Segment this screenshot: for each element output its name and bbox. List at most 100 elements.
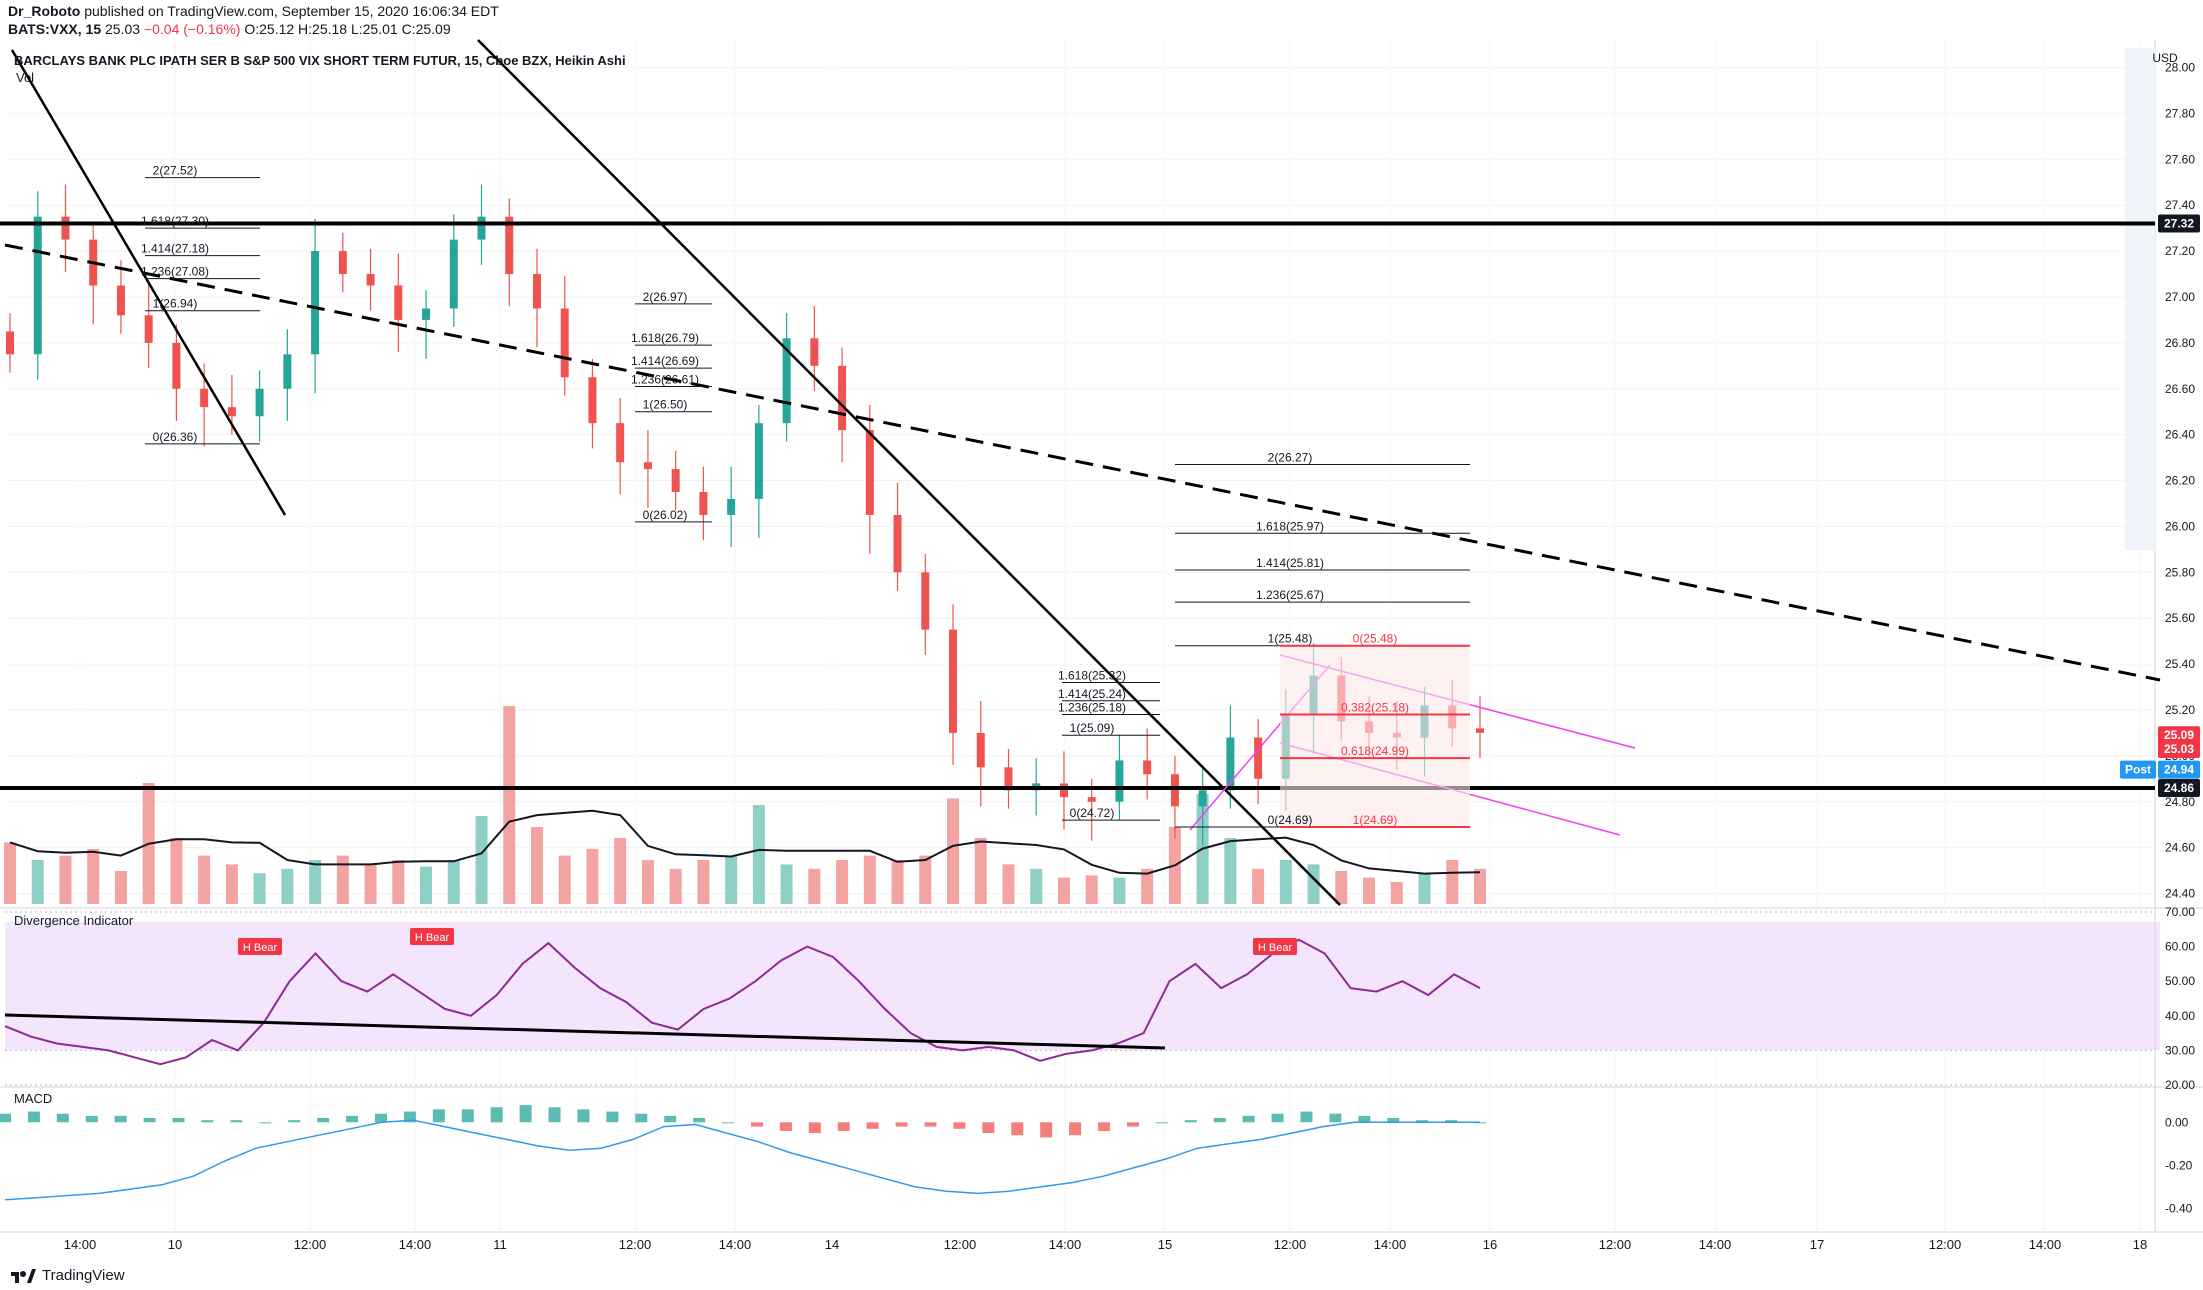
macd-histogram-bar	[230, 1120, 243, 1123]
drawings: 2(27.52) 1.618(27.30) 1.414(27.18) 1.236(27…	[0, 39, 2161, 1050]
macd-histogram-bar	[461, 1109, 474, 1123]
fib-level-label: 0(26.36)	[153, 430, 198, 444]
x-tick-label: 11	[493, 1237, 507, 1252]
macd-histogram-bar	[1300, 1111, 1313, 1123]
candle-body	[588, 377, 597, 424]
signal-badge-label: H Bear	[1258, 942, 1293, 954]
y-tick-label: 27.20	[2165, 244, 2195, 258]
grid	[5, 40, 2155, 1232]
macd-histogram-bar	[317, 1118, 330, 1123]
candle-body	[505, 216, 514, 275]
macd-histogram-bar	[779, 1122, 792, 1131]
y-tick-label: 26.40	[2165, 428, 2195, 442]
fib-level-label: 0(24.72)	[1070, 806, 1115, 820]
signal-badge	[238, 938, 282, 955]
candle-body	[1254, 737, 1263, 779]
divergence-band-background	[5, 922, 2160, 1050]
macd-histogram-bar	[1213, 1118, 1226, 1123]
candle-body	[1087, 797, 1096, 802]
candle-body	[283, 354, 292, 389]
x-tick-label: 10	[168, 1237, 182, 1252]
fib-level-label: 1(25.09)	[1070, 721, 1115, 735]
macd-histogram-bar	[1445, 1120, 1458, 1123]
osc-tick-label: 40.00	[2165, 1009, 2195, 1023]
volume-bar	[1474, 868, 1486, 904]
x-tick-label: 14:00	[64, 1237, 97, 1252]
macd-histogram-bar	[1387, 1118, 1400, 1123]
y-tick-label: 26.00	[2165, 519, 2195, 533]
fib-level-label: 1.414(27.18)	[141, 242, 209, 256]
candle-body	[227, 407, 236, 417]
macd-histogram-bar	[1155, 1122, 1168, 1124]
volume-bar	[87, 849, 100, 904]
candle-body	[1198, 790, 1207, 807]
fib-level-label: 1.236(27.08)	[141, 265, 209, 279]
trend-line	[10, 49, 287, 516]
macd-histogram-bar	[1358, 1115, 1371, 1123]
macd-histogram-bar	[808, 1122, 821, 1134]
x-tick-label: 15	[1158, 1237, 1172, 1252]
volume-bar	[364, 864, 377, 904]
macd-histogram-bar	[201, 1120, 214, 1123]
signal-badge-label: H Bear	[415, 932, 450, 944]
candle-body	[810, 338, 819, 366]
price-tag-label: 25.09	[2164, 728, 2194, 742]
macd-tick-label: -0.20	[2165, 1158, 2193, 1172]
author-name[interactable]: Dr_Roboto	[8, 3, 81, 19]
divergence-title: Divergence Indicator	[14, 913, 134, 928]
macd-histogram-bar	[85, 1115, 98, 1123]
x-tick-label: 14:00	[719, 1237, 752, 1252]
candle-body	[449, 239, 458, 309]
symbol-label: BATS:VXX, 15	[8, 21, 102, 37]
macd-histogram-bar	[953, 1122, 966, 1129]
price-change: −0.04 (−0.16%)	[143, 21, 241, 37]
price-tag	[2158, 739, 2200, 758]
x-tick-label: 14:00	[399, 1237, 432, 1252]
volume-bar	[281, 868, 294, 904]
volume-bar	[614, 838, 627, 904]
macd-histogram-bar	[0, 1113, 11, 1123]
macd-histogram-bar	[548, 1107, 561, 1123]
macd-histogram-bar	[866, 1122, 879, 1129]
candle-body	[1476, 728, 1484, 733]
volume-bar	[1030, 868, 1043, 904]
fib-level-label: 0(24.69)	[1268, 813, 1313, 827]
volume-bar	[1446, 860, 1459, 904]
volume-bar	[669, 868, 682, 904]
volume-bar	[4, 842, 16, 904]
x-tick-label: 17	[1810, 1237, 1824, 1252]
volume-bar	[309, 860, 322, 904]
volume-bar	[780, 864, 793, 904]
candle-body	[144, 315, 153, 343]
candle-body	[949, 629, 958, 733]
candle-body	[699, 492, 708, 515]
fib-level-label: 1(26.50)	[643, 398, 688, 412]
candle-body	[200, 388, 209, 408]
macd-histogram-bar	[1011, 1122, 1024, 1136]
y-tick-label: 24.40	[2165, 887, 2195, 901]
x-tick-label: 12:00	[1599, 1237, 1632, 1252]
divergence-line	[4, 938, 1481, 1066]
candle-body	[782, 338, 791, 424]
macd-histogram-bar	[982, 1122, 995, 1134]
macd-histogram-bar	[635, 1113, 648, 1123]
candle-body	[255, 388, 264, 417]
candle-body	[865, 430, 874, 515]
price-tag	[2158, 760, 2200, 779]
x-tick-label: 18	[2133, 1237, 2147, 1252]
candle-body	[560, 308, 569, 378]
macd-histogram-bar	[1329, 1113, 1342, 1123]
osc-tick-label: 30.00	[2165, 1043, 2195, 1057]
macd-histogram-bar	[1242, 1115, 1255, 1123]
macd-histogram-bar	[722, 1122, 735, 1124]
macd-histogram-bar	[577, 1109, 590, 1123]
volume-bar	[198, 855, 211, 904]
x-tick-label: 16	[1483, 1237, 1497, 1252]
macd-histogram-bar	[664, 1115, 677, 1123]
candle-body	[422, 308, 431, 320]
tradingview-brand[interactable]: TradingView	[10, 1266, 125, 1284]
candle-body	[754, 423, 763, 499]
macd-histogram-bar	[750, 1122, 763, 1127]
volume-bar	[725, 855, 738, 904]
